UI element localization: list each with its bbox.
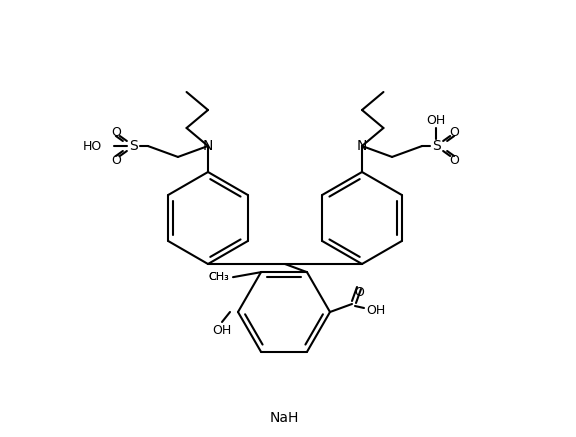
Text: OH: OH [213, 323, 232, 336]
Text: OH: OH [426, 114, 446, 126]
Text: O: O [111, 125, 121, 139]
Text: CH₃: CH₃ [209, 272, 229, 282]
Text: O: O [449, 153, 459, 166]
Text: S: S [432, 139, 441, 153]
Text: O: O [449, 125, 459, 139]
Text: O: O [354, 285, 364, 298]
Text: OH: OH [366, 304, 385, 316]
Text: NaH: NaH [270, 411, 299, 425]
Text: S: S [130, 139, 138, 153]
Text: N: N [357, 139, 367, 153]
Text: N: N [203, 139, 213, 153]
Text: O: O [111, 153, 121, 166]
Text: HO: HO [82, 139, 102, 153]
Text: CH₃: CH₃ [209, 272, 229, 282]
